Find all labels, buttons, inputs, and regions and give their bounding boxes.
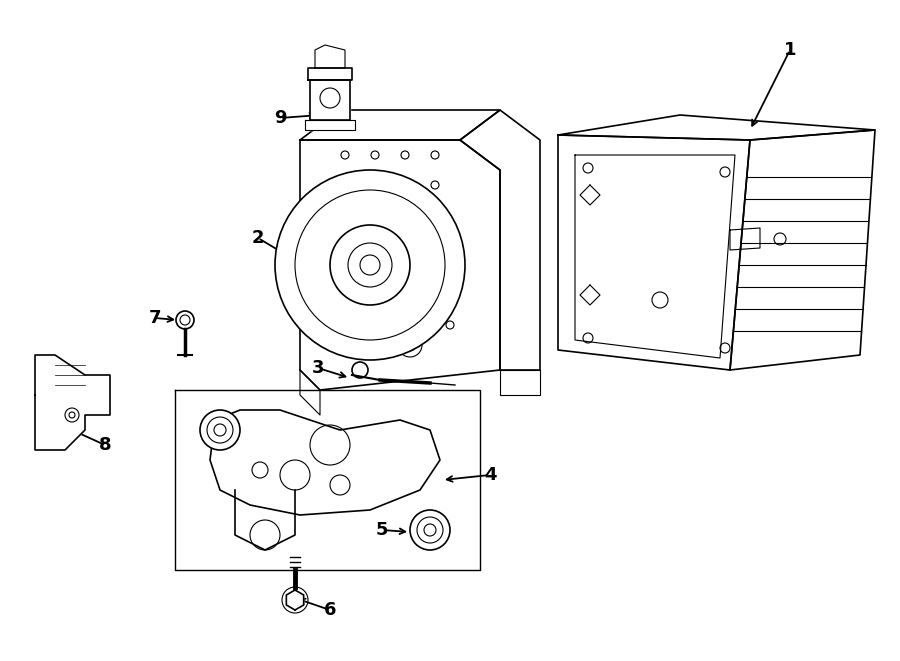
Polygon shape <box>310 80 350 120</box>
Polygon shape <box>300 110 500 140</box>
Polygon shape <box>500 370 540 395</box>
Circle shape <box>410 510 450 550</box>
Polygon shape <box>460 110 540 370</box>
Text: 4: 4 <box>484 466 496 484</box>
Text: 9: 9 <box>274 109 286 127</box>
Text: 7: 7 <box>148 309 161 327</box>
Text: 3: 3 <box>311 359 324 377</box>
Text: 2: 2 <box>252 229 265 247</box>
Polygon shape <box>300 140 500 390</box>
Text: 8: 8 <box>99 436 112 454</box>
Text: 5: 5 <box>376 521 388 539</box>
Polygon shape <box>210 410 440 515</box>
Polygon shape <box>35 355 110 450</box>
Polygon shape <box>286 590 303 610</box>
Text: 6: 6 <box>324 601 337 619</box>
Polygon shape <box>558 135 750 370</box>
Polygon shape <box>730 130 875 370</box>
Polygon shape <box>305 120 355 130</box>
Text: 1: 1 <box>784 41 796 59</box>
Polygon shape <box>558 115 875 140</box>
Polygon shape <box>300 370 320 415</box>
Polygon shape <box>308 68 352 80</box>
Circle shape <box>275 170 465 360</box>
Circle shape <box>200 410 240 450</box>
Polygon shape <box>315 45 345 68</box>
